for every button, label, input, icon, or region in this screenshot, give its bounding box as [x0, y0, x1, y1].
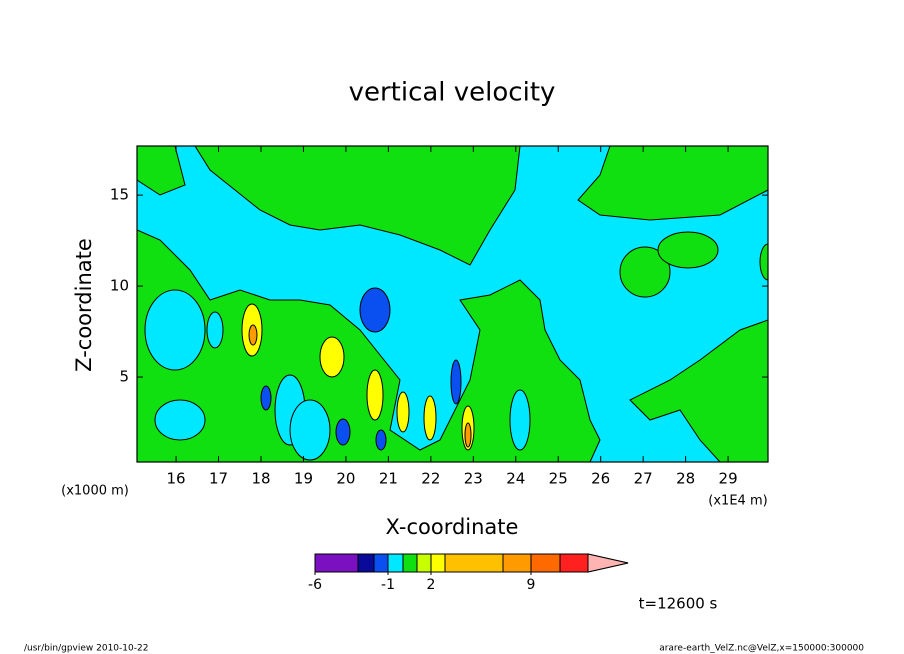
contour-fill — [137, 229, 601, 462]
contour-fill — [289, 399, 331, 461]
x-tick-label: 25 — [549, 470, 568, 488]
footer-left: /usr/bin/gpview 2010-10-22 — [24, 644, 148, 654]
x-tick-label: 17 — [209, 470, 228, 488]
contour-fill — [335, 418, 351, 446]
contour-fill — [509, 389, 531, 451]
x-axis-label: X-coordinate — [386, 515, 519, 539]
x-tick-label: 21 — [379, 470, 398, 488]
plot-frame — [136, 145, 769, 463]
x-tick-label: 16 — [167, 470, 186, 488]
y-tick-label: 10 — [110, 277, 129, 295]
colorbar-segment — [416, 553, 432, 573]
x-unit-label: (x1E4 m) — [708, 494, 767, 509]
contour-fill — [366, 369, 384, 421]
colorbar-segment — [373, 553, 389, 573]
contour-fill — [248, 324, 258, 346]
contour-fill — [450, 359, 462, 405]
chart-title: vertical velocity — [349, 78, 556, 108]
contour-fill — [144, 289, 206, 371]
contour-fill — [375, 429, 387, 451]
colorbar-segment — [314, 553, 359, 573]
colorbar-segment — [444, 553, 504, 573]
x-tick-label: 29 — [719, 470, 738, 488]
footer-right: arare-earth_VelZ.nc@VelZ,x=150000:300000 — [659, 644, 864, 654]
contour-fill — [359, 287, 391, 333]
contour-fill — [137, 146, 186, 196]
contour-fill — [396, 391, 410, 433]
x-tick-label: 24 — [506, 470, 525, 488]
colorbar-tick-label: 9 — [527, 577, 536, 593]
colorbar-segment — [559, 553, 589, 573]
x-tick-label: 28 — [676, 470, 695, 488]
colorbar-segment — [357, 553, 375, 573]
contour-fill — [464, 422, 472, 448]
y-tick-label: 5 — [119, 368, 129, 386]
contour-fill — [629, 319, 768, 462]
y-unit-label: (x1000 m) — [61, 484, 129, 499]
x-tick-label: 20 — [336, 470, 355, 488]
contour-fill — [423, 395, 437, 441]
x-tick-label: 23 — [464, 470, 483, 488]
contour-fill — [194, 146, 521, 266]
colorbar-segment — [530, 553, 561, 573]
colorbar-segment — [387, 553, 404, 573]
x-tick-label: 22 — [421, 470, 440, 488]
colorbar-segment — [430, 553, 446, 573]
contour-fill — [154, 399, 206, 441]
contour-fill — [206, 311, 224, 349]
colorbar-segment — [502, 553, 532, 573]
x-tick-label: 26 — [591, 470, 610, 488]
contour-fill — [577, 146, 768, 221]
contour-field — [137, 146, 768, 462]
colorbar-tick-label: -1 — [381, 577, 395, 593]
y-axis-label: Z-coordinate — [72, 238, 96, 372]
colorbar-tick-label: -6 — [308, 577, 322, 593]
contour-fill — [260, 385, 272, 411]
y-tick-label: 15 — [110, 186, 129, 204]
contour-fill — [759, 243, 768, 281]
colorbar-tick-label: 2 — [427, 577, 436, 593]
x-tick-label: 18 — [251, 470, 270, 488]
contour-fill — [319, 336, 345, 378]
x-tick-label: 19 — [294, 470, 313, 488]
colorbar-extension — [587, 553, 629, 573]
contour-fill — [619, 246, 671, 298]
contour-fill — [657, 231, 719, 269]
time-label: t=12600 s — [639, 595, 718, 613]
x-tick-label: 27 — [634, 470, 653, 488]
colorbar-segment — [402, 553, 418, 573]
